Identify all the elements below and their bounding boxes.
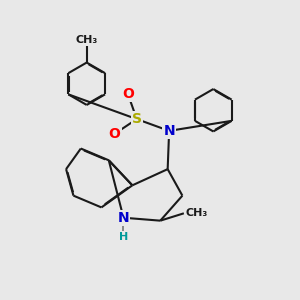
Text: N: N xyxy=(118,211,129,225)
Text: CH₃: CH₃ xyxy=(185,208,208,218)
Text: N: N xyxy=(163,124,175,138)
Text: CH₃: CH₃ xyxy=(76,35,98,45)
Text: O: O xyxy=(109,127,121,141)
Text: H: H xyxy=(119,232,128,242)
Text: O: O xyxy=(122,87,134,101)
Text: S: S xyxy=(132,112,142,126)
